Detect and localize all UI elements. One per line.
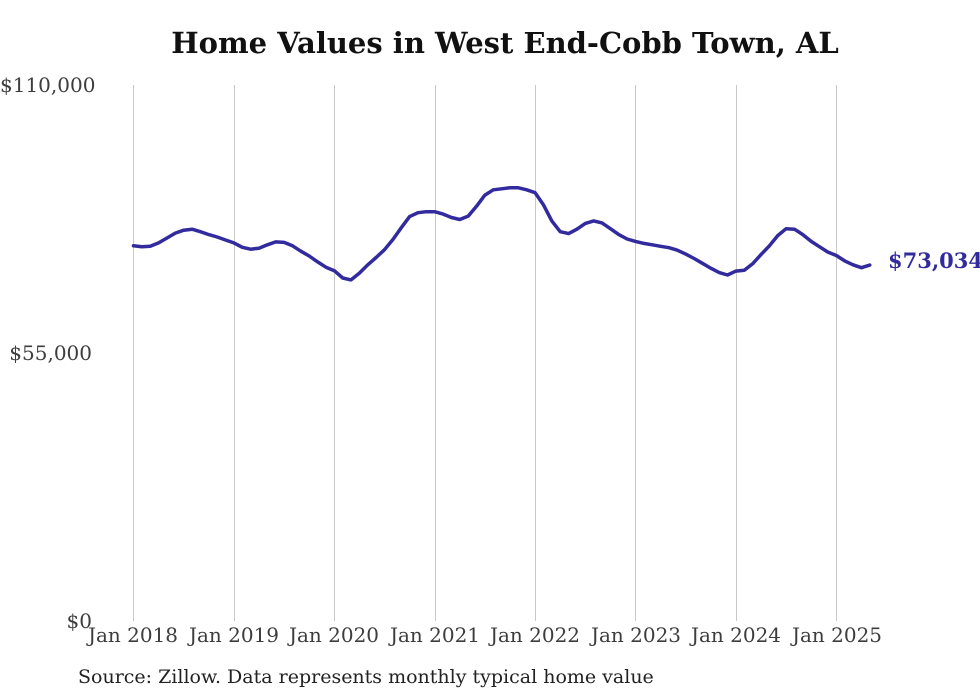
home-value-line	[131, 186, 872, 282]
end-value-label: $73,034	[888, 248, 980, 273]
x-axis-tick-label: Jan 2022	[489, 623, 581, 647]
x-axis-tick-label: Jan 2018	[87, 623, 179, 647]
x-axis-tick-label: Jan 2025	[791, 623, 883, 647]
y-axis-tick-label: $110,000	[0, 73, 96, 97]
chart-title: Home Values in West End-Cobb Town, AL	[171, 26, 839, 60]
gridline	[535, 85, 536, 621]
x-axis-tick-label: Jan 2020	[288, 623, 380, 647]
gridline	[836, 85, 837, 621]
y-axis-tick-label: $55,000	[9, 341, 92, 365]
gridline	[435, 85, 436, 621]
gridline	[334, 85, 335, 621]
gridline	[635, 85, 636, 621]
gridline	[234, 85, 235, 621]
source-note: Source: Zillow. Data represents monthly …	[78, 666, 654, 688]
x-axis-tick-label: Jan 2024	[690, 623, 782, 647]
x-axis-tick-label: Jan 2019	[188, 623, 280, 647]
x-axis-tick-label: Jan 2023	[590, 623, 682, 647]
gridline	[133, 85, 134, 621]
y-axis-tick-label: $0	[66, 609, 92, 633]
gridline	[736, 85, 737, 621]
x-axis-tick-label: Jan 2021	[389, 623, 481, 647]
